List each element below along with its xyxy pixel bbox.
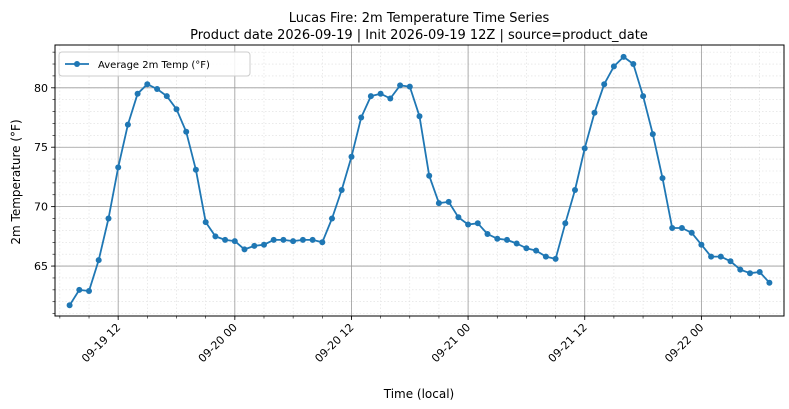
data-point xyxy=(737,266,744,273)
data-point xyxy=(338,187,345,193)
data-point xyxy=(86,288,92,294)
x-tick-label: 09-21 00 xyxy=(429,321,473,365)
data-point xyxy=(523,245,530,252)
data-point xyxy=(66,302,73,309)
data-point xyxy=(552,255,559,262)
x-tick-label: 09-20 12 xyxy=(312,321,356,365)
x-tick-label: 09-20 00 xyxy=(196,321,240,365)
data-point xyxy=(241,246,248,253)
data-point xyxy=(416,113,423,120)
data-point xyxy=(484,231,491,237)
data-point xyxy=(173,106,180,113)
data-point xyxy=(698,241,705,248)
x-tick-label: 09-22 00 xyxy=(662,321,706,365)
data-point xyxy=(669,225,676,231)
chart-title: Lucas Fire: 2m Temperature Time Series xyxy=(289,11,550,26)
y-tick-label: 75 xyxy=(34,141,48,154)
data-point xyxy=(610,63,617,70)
data-point xyxy=(465,221,472,228)
data-point xyxy=(688,229,695,236)
data-point xyxy=(504,236,510,243)
data-point xyxy=(387,95,394,102)
data-point xyxy=(105,215,112,222)
x-tick-label: 09-19 12 xyxy=(79,321,123,365)
data-point xyxy=(406,83,413,90)
data-point xyxy=(202,219,209,226)
data-point xyxy=(309,236,316,243)
data-point xyxy=(581,145,588,152)
y-tick-label: 80 xyxy=(34,82,48,95)
legend: Average 2m Temp (°F) xyxy=(58,51,251,77)
data-point xyxy=(445,198,452,205)
data-point xyxy=(163,93,170,100)
data-point xyxy=(678,225,685,231)
data-point xyxy=(572,187,578,193)
data-point xyxy=(377,90,384,97)
data-point xyxy=(212,233,219,240)
axes xyxy=(51,44,785,320)
x-tick-label: 09-21 12 xyxy=(546,321,590,365)
data-point xyxy=(115,164,122,171)
y-tick-label: 70 xyxy=(34,201,48,214)
data-point xyxy=(270,236,277,243)
data-point xyxy=(659,175,666,182)
data-point xyxy=(192,166,199,173)
legend-box xyxy=(58,51,251,77)
data-point xyxy=(640,93,647,100)
data-point xyxy=(95,257,102,264)
data-point xyxy=(261,241,267,248)
chart-subtitle: Product date 2026-09-19 | Init 2026-09-1… xyxy=(190,28,648,43)
data-point xyxy=(358,114,365,121)
data-point xyxy=(124,121,131,128)
series-line xyxy=(68,56,771,306)
data-point xyxy=(620,53,627,60)
data-point xyxy=(455,214,462,221)
data-point xyxy=(649,131,656,138)
legend-label: Average 2m Temp (°F) xyxy=(98,60,210,71)
data-point xyxy=(222,236,229,243)
data-point xyxy=(474,220,481,227)
data-point xyxy=(134,90,141,97)
data-point xyxy=(494,235,501,242)
data-point xyxy=(533,247,540,254)
data-point xyxy=(144,81,151,88)
data-point xyxy=(708,253,715,260)
tick-labels: 09-19 12 09-20 00 09-20 12 09-21 00 09-21 12… xyxy=(34,82,707,365)
data-point xyxy=(251,242,258,249)
y-axis-label: 2m Temperature (°F) xyxy=(9,119,23,244)
data-point xyxy=(231,238,238,245)
data-point xyxy=(348,153,355,160)
data-point xyxy=(542,253,549,260)
y-tick-label: 65 xyxy=(34,260,48,273)
data-point xyxy=(717,253,724,260)
data-point xyxy=(601,81,608,88)
data-point xyxy=(591,109,598,116)
legend-point-marker xyxy=(74,61,80,67)
data-point xyxy=(426,172,433,179)
data-point xyxy=(727,258,734,265)
data-point xyxy=(766,279,773,286)
data-point xyxy=(290,238,297,245)
data-point xyxy=(76,286,83,293)
grid xyxy=(55,45,784,316)
data-point xyxy=(329,215,335,222)
data-point xyxy=(562,220,569,227)
plot-series xyxy=(66,53,773,309)
x-axis-label: Time (local) xyxy=(383,387,455,401)
data-point xyxy=(630,61,637,67)
data-point xyxy=(513,240,520,247)
data-point xyxy=(397,82,404,89)
data-point xyxy=(154,86,161,92)
data-point xyxy=(183,128,190,135)
data-point xyxy=(299,236,306,243)
plot-frame xyxy=(54,44,785,317)
data-point xyxy=(367,93,374,100)
data-point xyxy=(435,200,442,207)
data-point xyxy=(747,270,753,277)
data-point xyxy=(756,269,763,275)
data-point xyxy=(319,239,326,246)
data-point xyxy=(280,236,287,243)
